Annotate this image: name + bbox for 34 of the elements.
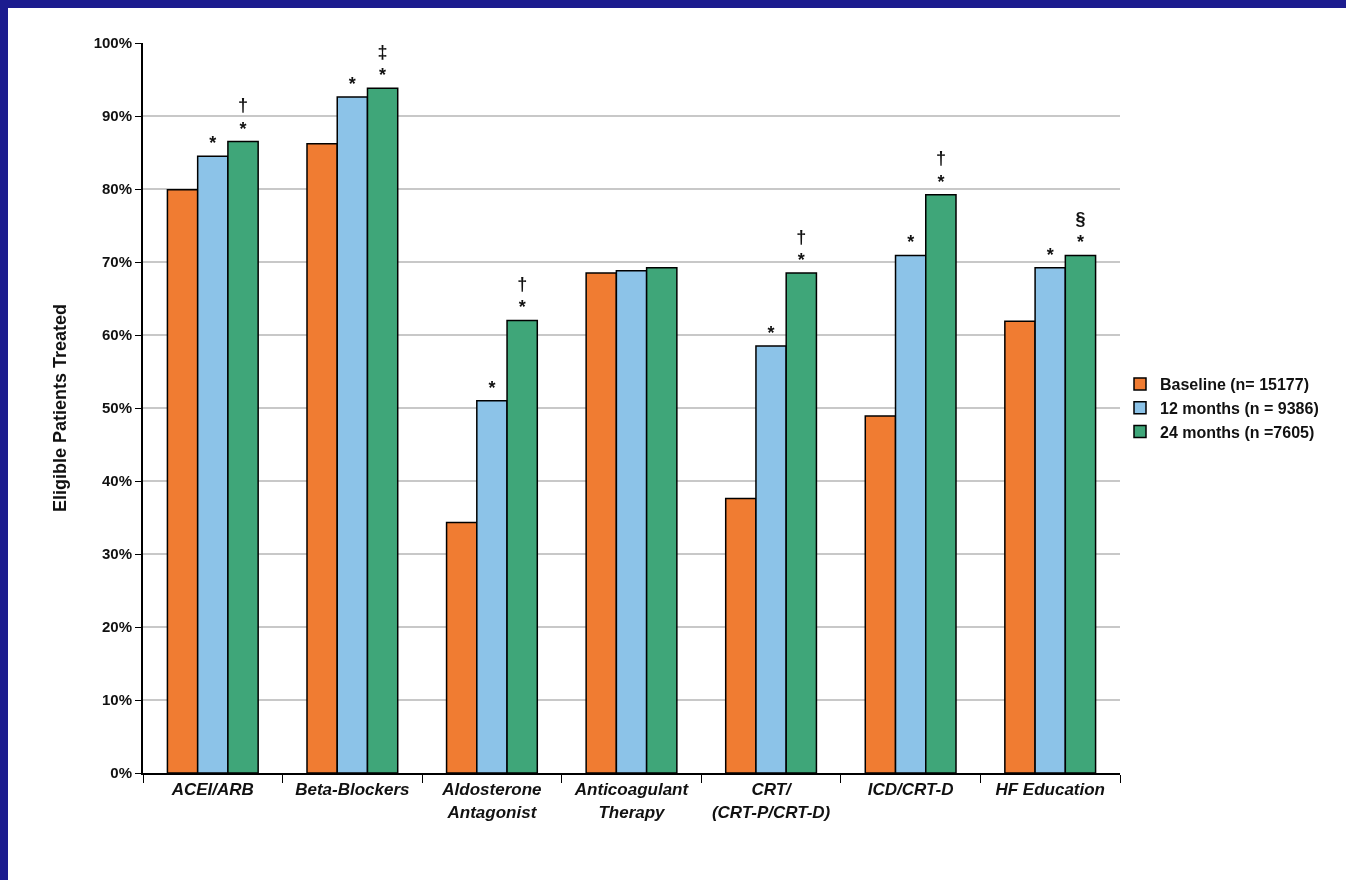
x-tick-label: Anticoagulant Therapy — [573, 780, 690, 822]
y-tick-label: 100% — [93, 34, 132, 52]
legend-label: Baseline (n= 15177) — [1160, 376, 1309, 394]
data-label: † * — [517, 274, 528, 318]
y-tick-label: 10% — [101, 691, 132, 709]
data-label: * — [767, 322, 775, 343]
y-tick-label: 20% — [101, 618, 132, 636]
data-label: § * — [1075, 209, 1086, 253]
x-tick-label: ACEI/ARB — [170, 780, 254, 800]
data-label: † * — [796, 226, 807, 270]
x-tick-label: ICD/CRT-D — [867, 780, 954, 800]
y-tick-label: 0% — [110, 764, 132, 782]
y-tick-label: 50% — [101, 399, 132, 417]
data-label: ‡ * — [377, 41, 388, 86]
data-label: * — [907, 232, 915, 253]
data-label: * — [209, 133, 217, 154]
y-tick-label: 80% — [101, 180, 132, 198]
data-label: † * — [238, 95, 249, 139]
y-tick-label: 90% — [101, 107, 132, 125]
x-tick-label: CRT/ (CRT-P/CRT-D) — [711, 780, 831, 822]
y-axis-title: Eligible Patients Treated — [50, 303, 71, 513]
data-label: * — [348, 74, 356, 95]
y-tick-label: 40% — [101, 472, 132, 490]
x-tick-label: Aldosterone Antagonist — [441, 780, 542, 822]
y-tick-label: 60% — [101, 326, 132, 344]
x-tick-label: Beta-Blockers — [295, 780, 410, 800]
legend-label: 12 months (n = 9386) — [1160, 399, 1319, 417]
x-tick-label: HF Education — [995, 780, 1105, 800]
y-tick-label: 30% — [101, 545, 132, 563]
data-label: † * — [935, 148, 946, 192]
legend-label: 24 months (n =7605) — [1160, 423, 1315, 441]
y-tick-label: 70% — [101, 253, 132, 271]
data-label: * — [1046, 244, 1054, 265]
data-label: * — [488, 377, 496, 398]
